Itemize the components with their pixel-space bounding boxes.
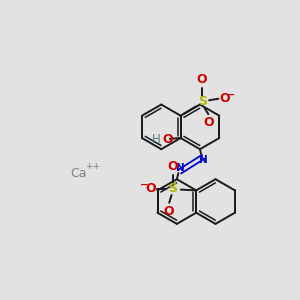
Text: O: O	[204, 116, 214, 129]
Text: O: O	[168, 160, 178, 173]
Text: S: S	[169, 182, 178, 195]
Text: N: N	[176, 164, 184, 173]
Text: ++: ++	[85, 162, 100, 171]
Text: S: S	[198, 95, 207, 108]
Text: H: H	[152, 133, 161, 146]
Text: O: O	[162, 133, 173, 146]
Text: −: −	[227, 90, 236, 100]
Text: N: N	[199, 155, 207, 165]
Text: Ca: Ca	[70, 167, 86, 180]
Text: O: O	[197, 73, 208, 86]
Text: O: O	[219, 92, 230, 105]
Text: O: O	[163, 205, 174, 218]
Text: O: O	[146, 182, 156, 195]
Text: −: −	[140, 180, 148, 190]
